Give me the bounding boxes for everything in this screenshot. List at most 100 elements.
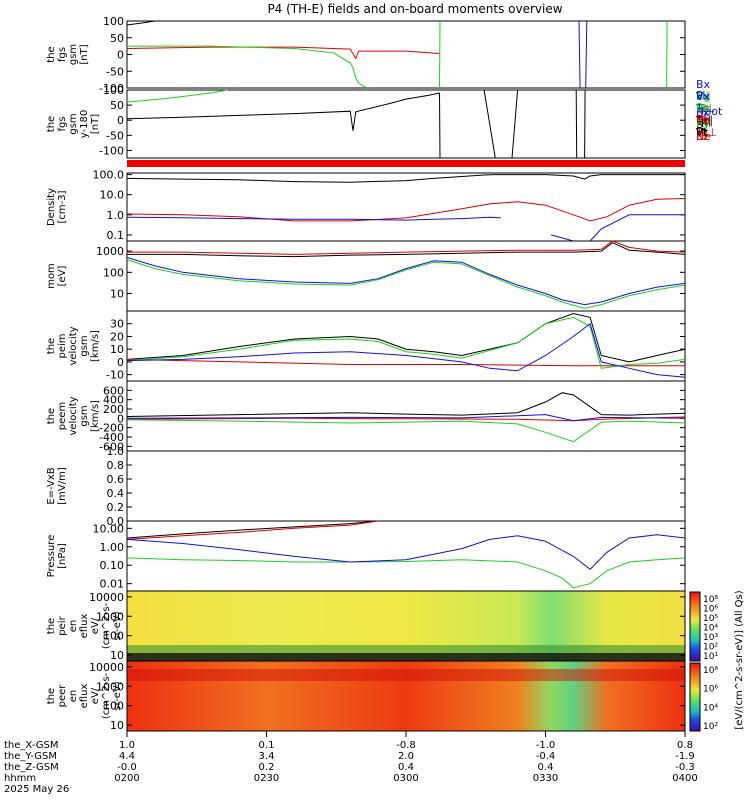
efield-ytick-label: 0.6 (107, 473, 125, 486)
density-legend-2: Npot (696, 105, 723, 118)
peer_en-ytick-label: 10000 (89, 661, 124, 674)
efield-ylabel: E=-VxB (46, 467, 57, 504)
peir_cb-tick-label: 10⁵ (703, 614, 718, 624)
peim_vel-legend-1: Vz (696, 114, 710, 127)
peir_cb-tick-label: 10⁶ (703, 605, 718, 615)
peir_en-ylabel: (cm^2-s- (101, 602, 112, 649)
peem_vel-ytick-label: 400 (103, 394, 124, 407)
peem_vel-ytick-label: -600 (99, 440, 124, 453)
peem_vel-series-Vy (126, 419, 686, 443)
density-frame (126, 172, 686, 242)
colorbar-label: [eV/(cm^2-s-sr-eV)] (All Qs) (734, 590, 745, 729)
fgs_y-ytick-label: 0 (117, 114, 124, 127)
peir_en-ytick-label: 10000 (89, 591, 124, 604)
fgs_y-ytick-label: 50 (110, 99, 124, 112)
peer_en-ylabel: peer (57, 684, 68, 708)
xaxis-row-label: the_X-GSM (4, 740, 58, 751)
fgs-frame (126, 20, 686, 89)
peer_en-panel: 10000 1000 100 10 the peer en eflux eV/(cm^2-s-s… (46, 660, 686, 732)
xaxis-row-label: the_Y-GSM (4, 751, 57, 762)
fgs_y-series-trace (126, 92, 440, 131)
xaxis-value: 0200 (114, 773, 139, 784)
xaxis-row-label: the_Z-GSM (4, 762, 59, 773)
xaxis-value: 0330 (533, 773, 558, 784)
peem_vel-series-Vt (126, 392, 686, 417)
peir_cb-tick-label: 10⁸ (703, 595, 718, 605)
peer_cb-tick-label: 10⁴ (703, 703, 718, 713)
density-ytick-label: 0.1 (107, 229, 125, 242)
peim_vel-series-Vt (126, 312, 686, 363)
xaxis-value: 4.4 (119, 751, 135, 762)
fgs_y-ylabel: fgs (57, 116, 68, 131)
fgs-series-By (127, 45, 368, 89)
fgs-legend-0: Bt (696, 115, 709, 128)
fgs_y-series-trace (439, 92, 441, 159)
fgs-ytick-label: -100 (99, 82, 124, 95)
xaxis-value: -1.9 (675, 751, 695, 762)
peim_vel-ylabel: [km/s] (90, 330, 101, 362)
xaxis-value: 0230 (254, 773, 279, 784)
temp-ytick-label: 1000 (96, 245, 124, 258)
xaxis-row-label: hhmm (4, 773, 36, 784)
fgs_y-series-trace (126, 89, 228, 103)
fgs-series-Bt (126, 20, 155, 26)
peer-high-energy-band (127, 669, 685, 681)
peir_en-ylabel: en (68, 620, 79, 633)
temp-ytick-label: 10 (110, 288, 124, 301)
peer_en-ylabel: sr-eV) (112, 681, 123, 710)
peim_vel-legend-2: Vy (696, 102, 710, 115)
peer_en-ylabel: eflux (79, 684, 90, 709)
peer_en-ytick-label: 1000 (96, 680, 124, 693)
fgs-ytick-label: 100 (103, 15, 124, 28)
fgs-series-By (439, 20, 441, 89)
pressure-ylabel: Pressure (46, 535, 57, 578)
fgs-ytick-label: -50 (106, 65, 124, 78)
fgs-ylabel: fgs (57, 47, 68, 62)
xaxis-value: 1.0 (119, 740, 135, 751)
xaxis-date: 2025 May 26 (4, 784, 69, 795)
fgs_y-ytick-label: -50 (106, 129, 124, 142)
temp-series-Te∥ (127, 242, 686, 258)
fgs_y-ylabel: the (46, 116, 57, 132)
peem_vel-ytick-label: -400 (99, 431, 124, 444)
peer_en-ytick-label: 10 (110, 719, 124, 732)
peim_vel-ylabel: the (46, 338, 57, 354)
fgs-ytick-label: 0 (117, 49, 124, 62)
time-axis: the_X-GSM 1.0 0.1 -0.8 -1.0 0.8 the_Y-GSM 4.4 3.… (4, 731, 698, 795)
fgs_y-ylabel: [nT] (90, 114, 101, 134)
efield-ytick-label: 0.0 (107, 515, 125, 528)
xaxis-value: -1.0 (536, 740, 556, 751)
temp-series-Ti⊥ (126, 257, 686, 306)
peir_en-ytick-label: 100 (103, 630, 124, 643)
density-ytick-label: 10.0 (100, 189, 125, 202)
fgs-legend-3: Bx (696, 78, 711, 91)
xaxis-value: 0.1 (259, 740, 275, 751)
peem_vel-ylabel: the (46, 408, 57, 424)
fgs-series-Bx (585, 20, 588, 89)
peir_en-panel: 10000 1000 100 10 the peir en eflux eV/(cm^2-s-s… (46, 590, 686, 662)
peim_vel-ylabel: gsm (79, 335, 90, 356)
flag-bar (127, 160, 685, 167)
fgs_y-series-trace (575, 89, 578, 159)
efield-ytick-label: 1.0 (107, 445, 125, 458)
peim_vel-ytick-label: 30 (110, 318, 124, 331)
peem_vel-legend-1: Vz (696, 114, 710, 127)
peir_en-ytick-label: 1000 (96, 610, 124, 623)
xaxis-value: 0.8 (677, 740, 693, 751)
temp-legend-1: Te∥ (695, 114, 713, 127)
peim_vel-ylabel: velocity (68, 326, 79, 365)
peir_en-ylabel: the (46, 618, 57, 634)
xaxis-value: 0.4 (538, 762, 554, 773)
fgs_y-frame (126, 89, 686, 159)
peir_cb-tick-label: 10⁴ (703, 624, 718, 634)
fgs-legend-1: Bz (696, 102, 710, 115)
pressure-legend-0: Pt (696, 125, 708, 138)
peem_vel-ylabel: peem (57, 402, 68, 430)
temp-series-Te⊥ (127, 240, 686, 255)
pressure-legend-2: Pe (696, 101, 709, 114)
xaxis-value: -0.8 (396, 740, 416, 751)
